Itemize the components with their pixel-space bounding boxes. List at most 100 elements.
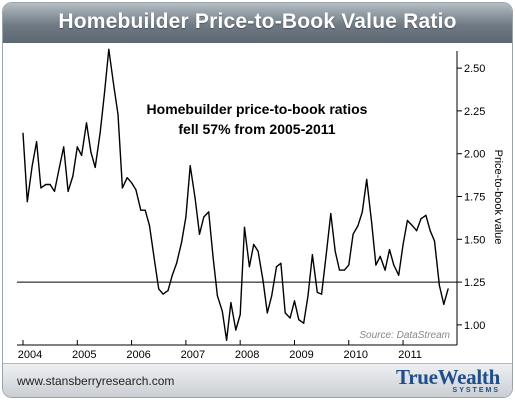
data-point (36, 141, 38, 143)
y-tick-label: 2.25 (464, 106, 485, 118)
data-point (303, 322, 305, 324)
data-point (239, 314, 241, 316)
data-point (226, 339, 228, 341)
data-point (103, 93, 105, 95)
data-point (271, 295, 273, 297)
data-point (53, 190, 56, 192)
y-tick-label: 2.00 (464, 149, 485, 161)
data-point (416, 230, 418, 232)
data-point (67, 190, 69, 192)
data-point (180, 242, 183, 244)
data-point (158, 288, 160, 290)
x-tick-label: 2009 (289, 349, 313, 361)
data-point (375, 264, 377, 266)
data-point (243, 226, 246, 228)
data-point (131, 182, 133, 184)
data-point (366, 178, 368, 180)
data-point (167, 290, 169, 292)
data-point (63, 146, 65, 148)
data-point (266, 312, 268, 314)
x-tick-label: 2005 (72, 349, 96, 361)
data-point (162, 293, 164, 295)
x-tick-label: 2010 (344, 349, 368, 361)
data-point (388, 249, 391, 251)
source-note: Source: DataStream (359, 330, 450, 341)
data-point (148, 225, 151, 227)
data-point (153, 259, 155, 261)
data-point (411, 225, 413, 227)
data-point (402, 243, 404, 245)
footer: www.stansberryresearch.com TrueWealth SY… (3, 363, 512, 397)
data-point (429, 230, 431, 232)
x-tick-label: 2008 (235, 349, 259, 361)
y-tick-label: 2.50 (464, 63, 485, 75)
data-point (321, 293, 323, 295)
data-point (253, 243, 255, 245)
y-tick-label: 1.00 (464, 320, 485, 332)
y-axis-label: Price-to-book value (492, 150, 504, 245)
data-point (216, 295, 218, 297)
data-point (330, 213, 332, 215)
data-point (126, 177, 128, 179)
data-point (45, 183, 47, 186)
data-point (447, 288, 449, 290)
data-point (398, 274, 400, 276)
data-point (144, 209, 146, 211)
data-point (85, 122, 88, 124)
data-point (171, 274, 173, 276)
data-point (293, 300, 296, 302)
y-tick-label: 1.25 (464, 277, 485, 289)
data-point (76, 146, 78, 148)
data-point (108, 48, 110, 50)
data-point (198, 233, 201, 235)
annotation-line-1: Homebuilder price-to-book ratios (147, 101, 368, 117)
y-axis-group: 1.00 1.25 1.50 1.75 2.00 2.25 2.50 Price-to-bo… (456, 51, 504, 345)
title-bar: Homebuilder Price-to-Book Value Ratio (3, 3, 512, 43)
data-point (338, 269, 341, 271)
line-chart: 1.00 1.25 1.50 1.75 2.00 2.25 2.50 Price-to-bo… (17, 48, 504, 361)
data-point (81, 154, 83, 156)
data-point (316, 291, 318, 293)
data-point (325, 255, 327, 257)
logo-sub-text: SYSTEMS (452, 387, 500, 394)
data-point (113, 84, 115, 86)
y-tick-label: 1.50 (464, 234, 485, 246)
data-point (433, 240, 436, 242)
data-point (438, 284, 440, 287)
data-point (352, 233, 354, 235)
data-point (230, 302, 232, 304)
data-point (257, 250, 259, 252)
data-point (194, 197, 196, 199)
data-point (284, 312, 286, 314)
data-point (221, 310, 223, 312)
data-point (90, 151, 92, 153)
data-point (334, 250, 336, 252)
data-point (203, 216, 205, 218)
data-point (307, 295, 309, 297)
data-point (58, 166, 61, 168)
data-point (185, 216, 187, 218)
data-point (22, 132, 24, 134)
data-point (248, 266, 250, 268)
data-point (275, 266, 278, 268)
y-tick-label: 1.75 (464, 192, 485, 204)
truewealth-logo: TrueWealth SYSTEMS (396, 365, 500, 395)
x-tick-label: 2011 (398, 349, 422, 361)
data-point (235, 329, 237, 331)
data-point (121, 187, 123, 189)
data-point (26, 201, 28, 203)
data-point (72, 175, 74, 177)
data-point (289, 317, 291, 319)
data-point (311, 254, 313, 256)
data-point (189, 165, 191, 167)
data-point (384, 269, 386, 271)
annotation-line-2: fell 57% from 2005-2011 (178, 121, 335, 137)
data-point (208, 211, 210, 213)
data-point (280, 262, 282, 264)
logo-main-text: TrueWealth (396, 365, 500, 389)
data-point (176, 262, 178, 264)
footer-url[interactable]: www.stansberryresearch.com (17, 374, 175, 388)
data-point (361, 211, 363, 213)
data-point (343, 269, 345, 271)
